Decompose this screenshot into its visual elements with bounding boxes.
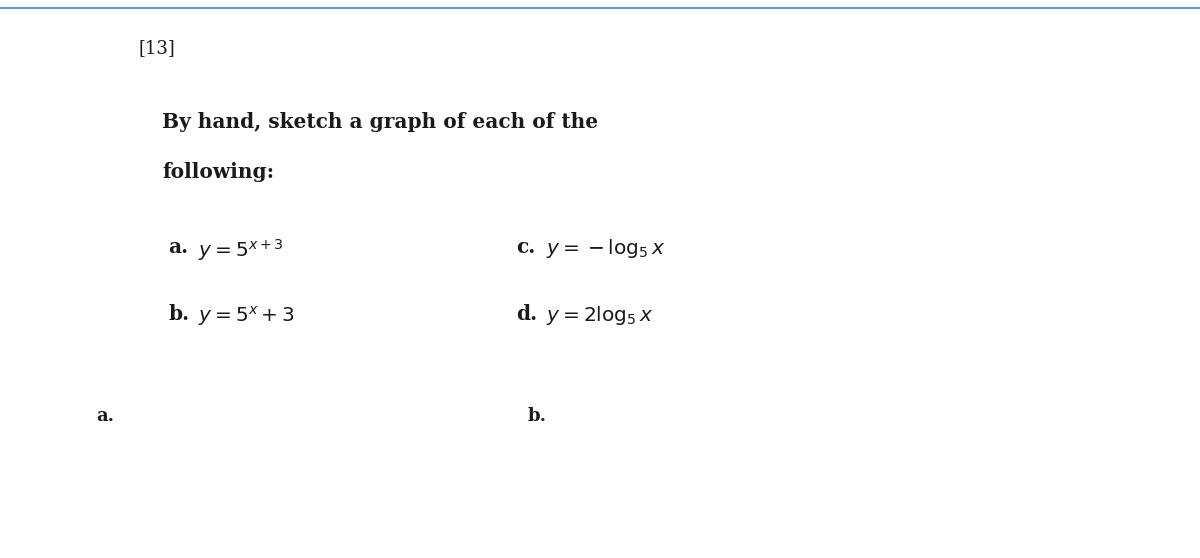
Text: $y = 2\log_5 x$: $y = 2\log_5 x$	[546, 304, 654, 327]
Text: b.: b.	[168, 304, 190, 324]
Text: following:: following:	[162, 162, 274, 182]
Text: a.: a.	[96, 407, 114, 425]
Text: $y = 5^x + 3$: $y = 5^x + 3$	[198, 304, 295, 328]
Text: d.: d.	[516, 304, 538, 324]
Text: c.: c.	[516, 237, 535, 257]
Text: [13]: [13]	[138, 39, 175, 57]
Text: By hand, sketch a graph of each of the: By hand, sketch a graph of each of the	[162, 112, 598, 132]
Text: b.: b.	[528, 407, 547, 425]
Text: $y = 5^{x+3}$: $y = 5^{x+3}$	[198, 237, 283, 263]
Text: a.: a.	[168, 237, 188, 257]
Text: $y = -\log_5 x$: $y = -\log_5 x$	[546, 237, 666, 260]
